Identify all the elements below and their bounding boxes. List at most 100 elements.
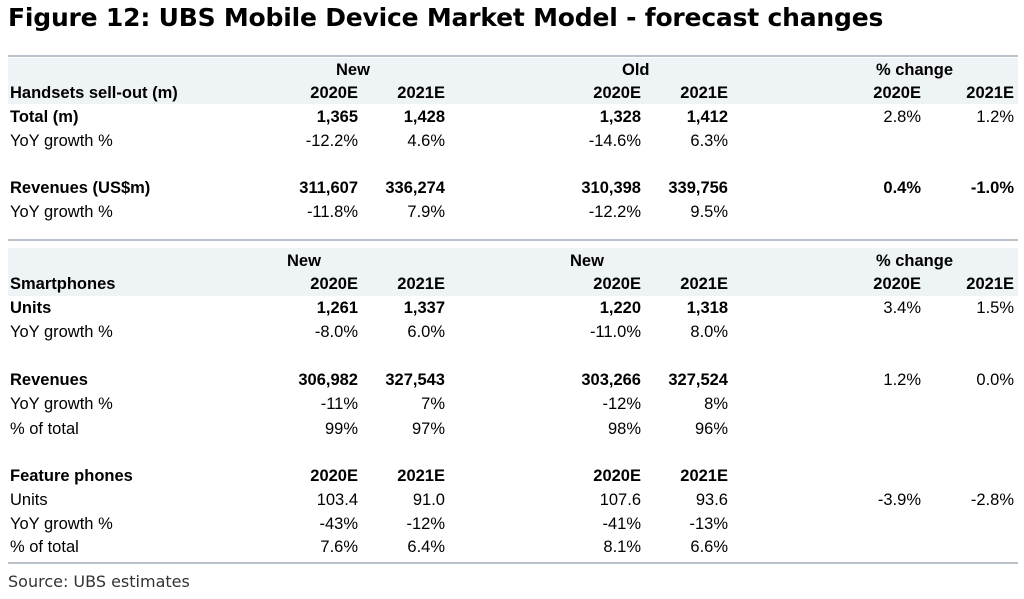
section1-group-old: Old (622, 61, 650, 79)
row-label: Revenues (10, 371, 88, 389)
cell: 339,756 (668, 179, 728, 197)
cell: -11.8% (306, 203, 358, 221)
col-change-2021e: 2021E (966, 84, 1014, 102)
cell: 310,398 (581, 179, 641, 197)
figure-title: Figure 12: UBS Mobile Device Market Mode… (8, 3, 884, 32)
cell: 97% (411, 420, 445, 438)
cell: 1,365 (316, 108, 358, 126)
section3-header-row: Feature phones 2020E 2021E 2020E 2021E (8, 464, 1018, 488)
section2-group-change: % change (876, 252, 954, 270)
section1-header-label: Handsets sell-out (m) (10, 84, 178, 102)
cell: 1,220 (599, 299, 641, 317)
cell: 2.8% (883, 108, 921, 126)
section1-group-change: % change (876, 61, 954, 79)
table-row: YoY growth % -43% -12% -41% -13% (8, 512, 1018, 536)
table-row: Units 1,261 1,337 1,220 1,318 3.4% 1.5% (8, 296, 1018, 320)
cell: 4.6% (407, 132, 445, 150)
cell: -43% (319, 515, 358, 533)
cell: 1,337 (403, 299, 445, 317)
cell: -11% (320, 395, 358, 413)
section1-header-band (8, 58, 1018, 104)
cell: -13% (689, 515, 728, 533)
table-row: Units 103.4 91.0 107.6 93.6 -3.9% -2.8% (8, 488, 1018, 512)
cell: -14.6% (588, 132, 641, 150)
cell: -12.2% (588, 203, 641, 221)
cell: -2.8% (970, 491, 1014, 509)
cell: 0.4% (883, 179, 921, 197)
section2-header-row: Smartphones 2020E 2021E 2020E 2021E 2020… (8, 272, 1018, 296)
col-new-2020e: 2020E (310, 467, 358, 485)
section2-group-new: New (287, 252, 321, 270)
row-label: % of total (10, 420, 79, 438)
cell: -41% (602, 515, 641, 533)
source-note: Source: UBS estimates (8, 572, 190, 591)
cell: 336,274 (385, 179, 445, 197)
col-new-2021e: 2021E (397, 275, 445, 293)
top-rule (8, 55, 1018, 57)
cell: 1,412 (686, 108, 728, 126)
col-new-2021e: 2021E (397, 84, 445, 102)
cell: -12% (602, 395, 641, 413)
col-old-2020e: 2020E (593, 84, 641, 102)
col-old-2021e: 2021E (680, 467, 728, 485)
cell: 9.5% (690, 203, 728, 221)
table-row: Revenues (US$m) 311,607 336,274 310,398 … (8, 176, 1018, 200)
row-label: YoY growth % (10, 395, 113, 413)
cell: 1.2% (883, 371, 921, 389)
cell: 1.2% (976, 108, 1014, 126)
section3-header-label: Feature phones (10, 467, 133, 485)
cell: 1,318 (686, 299, 728, 317)
cell: 103.4 (316, 491, 358, 509)
row-label: Units (10, 491, 48, 509)
cell: 0.0% (976, 371, 1014, 389)
cell: -11.0% (589, 323, 641, 341)
col-change-2020e: 2020E (873, 84, 921, 102)
section2-header-band (8, 248, 1018, 296)
cell: 327,524 (668, 371, 728, 389)
cell: 6.4% (407, 538, 445, 556)
cell: 7.9% (407, 203, 445, 221)
table-row: YoY growth % -8.0% 6.0% -11.0% 8.0% (8, 320, 1018, 344)
col-new-2020e: 2020E (310, 84, 358, 102)
row-label: YoY growth % (10, 203, 113, 221)
section1-header-row: Handsets sell-out (m) 2020E 2021E 2020E … (8, 81, 1018, 105)
table-row: Total (m) 1,365 1,428 1,328 1,412 2.8% 1… (8, 105, 1018, 129)
row-label: % of total (10, 538, 79, 556)
cell: 7.6% (320, 538, 358, 556)
cell: 8% (704, 395, 728, 413)
table-row: YoY growth % -11% 7% -12% 8% (8, 392, 1018, 416)
table-row: % of total 99% 97% 98% 96% (8, 417, 1018, 441)
section2-header-label: Smartphones (10, 275, 116, 293)
cell: 303,266 (581, 371, 641, 389)
section-divider (8, 239, 1018, 241)
table-row: Revenues 306,982 327,543 303,266 327,524… (8, 368, 1018, 392)
cell: 3.4% (883, 299, 921, 317)
cell: 6.6% (690, 538, 728, 556)
row-label: Units (10, 299, 52, 317)
cell: 98% (607, 420, 641, 438)
section2-group-second: New (570, 252, 604, 270)
cell: -12.2% (305, 132, 358, 150)
col-old-2021e: 2021E (680, 84, 728, 102)
col-change-2020e: 2020E (873, 275, 921, 293)
cell: 311,607 (299, 179, 358, 197)
cell: 96% (694, 420, 728, 438)
row-label: YoY growth % (10, 323, 113, 341)
cell: 327,543 (385, 371, 445, 389)
cell: -1.0% (970, 179, 1014, 197)
cell: 6.3% (690, 132, 728, 150)
cell: -12% (406, 515, 445, 533)
cell: -3.9% (877, 491, 921, 509)
col-old-2021e: 2021E (680, 275, 728, 293)
cell: 8.0% (690, 323, 728, 341)
row-label: YoY growth % (10, 132, 113, 150)
cell: 1,261 (316, 299, 358, 317)
cell: -8.0% (314, 323, 358, 341)
bottom-rule (8, 562, 1018, 564)
row-label: Revenues (US$m) (10, 179, 151, 197)
row-label: Total (m) (10, 108, 79, 126)
table-row: YoY growth % -11.8% 7.9% -12.2% 9.5% (8, 200, 1018, 224)
table-row: YoY growth % -12.2% 4.6% -14.6% 6.3% (8, 129, 1018, 153)
table-row: % of total 7.6% 6.4% 8.1% 6.6% (8, 535, 1018, 559)
cell: 6.0% (407, 323, 445, 341)
